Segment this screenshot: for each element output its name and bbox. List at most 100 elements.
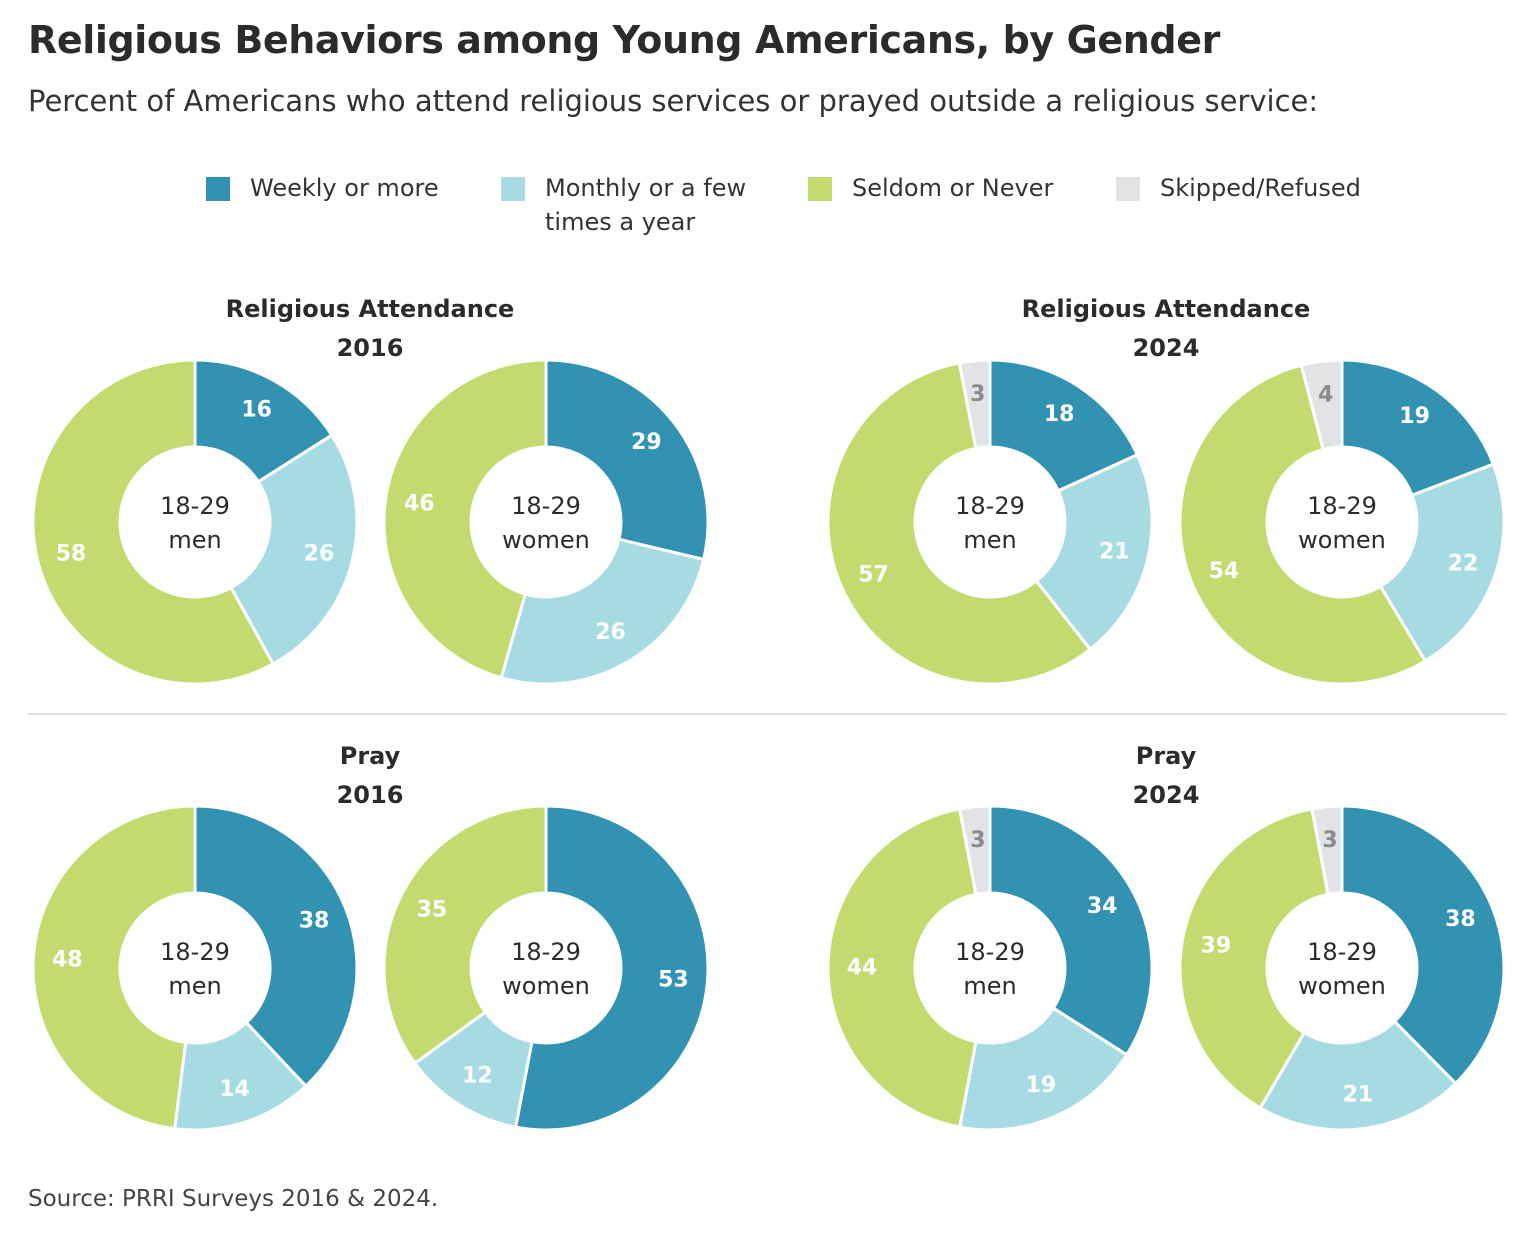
slice-value-label: 19 <box>1399 404 1430 429</box>
legend-item-skipped: Skipped/Refused <box>1116 174 1361 205</box>
slice-value-label: 3 <box>1322 828 1337 853</box>
slice-seldom-or-never <box>31 358 275 686</box>
donut-center-label: women <box>1298 972 1386 1000</box>
donut-center-label: women <box>502 972 590 1000</box>
legend-item-seldom: Seldom or Never <box>808 174 1053 205</box>
slice-skipped-refused <box>958 804 992 896</box>
donut-center-label: men <box>963 972 1016 1000</box>
slice-seldom-or-never <box>31 804 197 1131</box>
donut-center-label: 18-29 <box>511 492 581 520</box>
legend-swatch-monthly <box>501 177 525 201</box>
panel-title-pray-2016: Pray 2016 <box>140 737 600 815</box>
donut-center-label: women <box>1298 526 1386 554</box>
legend-item-monthly: Monthly or a few times a year <box>501 174 775 239</box>
legend-label-skipped: Skipped/Refused <box>1160 174 1361 202</box>
chart-title: Religious Behaviors among Young American… <box>28 18 1220 62</box>
legend-swatch-weekly <box>206 177 230 201</box>
slice-value-label: 19 <box>1026 1073 1057 1098</box>
slice-value-label: 21 <box>1099 540 1130 565</box>
slice-weekly-or-more <box>514 804 710 1132</box>
legend-swatch-skipped <box>1116 177 1140 201</box>
donut-pray-2024-men: 34 19 44 3 18-29 men <box>826 804 1154 1132</box>
panel-title-attendance-2024: Religious Attendance 2024 <box>936 290 1396 368</box>
slice-monthly-or-a-few-times-a-year <box>1379 462 1506 663</box>
slice-value-label: 57 <box>858 563 889 588</box>
slice-value-label: 16 <box>241 397 272 422</box>
slice-value-label: 38 <box>1445 907 1476 932</box>
slice-seldom-or-never <box>382 804 548 1065</box>
slice-value-label: 3 <box>970 382 985 407</box>
slice-monthly-or-a-few-times-a-year <box>1258 1019 1458 1132</box>
panel-title-line-2: 2016 <box>336 334 404 362</box>
slice-value-label: 48 <box>52 947 83 972</box>
panel-title-line-1: Religious Attendance <box>225 295 515 323</box>
slice-skipped-refused <box>957 358 992 450</box>
slice-value-label: 46 <box>404 492 435 517</box>
legend-label-monthly: Monthly or a few times a year <box>545 174 747 236</box>
panel-title-line-1: Pray <box>339 742 401 770</box>
slice-value-label: 3 <box>970 828 985 853</box>
panel-title-line-2: 2024 <box>1132 334 1200 362</box>
source-note: Source: PRRI Surveys 2016 & 2024. <box>28 1186 439 1212</box>
donut-center-label: 18-29 <box>160 938 230 966</box>
chart-subtitle: Percent of Americans who attend religiou… <box>28 84 1319 118</box>
donut-religious-attendance-2016-women: 29 26 46 18-29 women <box>382 358 710 686</box>
donut-center-label: men <box>168 972 221 1000</box>
panel-title-line-1: Religious Attendance <box>1021 295 1311 323</box>
slice-weekly-or-more <box>193 804 359 1088</box>
slice-value-label: 21 <box>1343 1083 1374 1108</box>
slice-value-label: 35 <box>417 897 448 922</box>
donut-center-label: women <box>502 526 590 554</box>
slice-value-label: 44 <box>847 956 878 981</box>
donut-pray-2016-women: 53 12 35 18-29 women <box>382 804 710 1132</box>
legend-label-weekly: Weekly or more <box>250 174 439 202</box>
slice-seldom-or-never <box>826 361 1092 686</box>
slice-monthly-or-a-few-times-a-year <box>499 537 706 686</box>
donut-pray-2016-men: 38 14 48 18-29 men <box>31 804 359 1132</box>
slice-value-label: 54 <box>1209 559 1240 584</box>
slice-monthly-or-a-few-times-a-year <box>229 433 359 666</box>
slice-monthly-or-a-few-times-a-year <box>1034 453 1154 651</box>
panel-title-line-2: 2024 <box>1132 781 1200 809</box>
slice-value-label: 14 <box>219 1077 250 1102</box>
panel-title-line-1: Pray <box>1135 742 1197 770</box>
donut-religious-attendance-2016-men: 16 26 58 18-29 men <box>31 358 359 686</box>
slice-value-label: 39 <box>1201 934 1232 959</box>
slice-skipped-refused <box>1299 358 1344 451</box>
slice-value-label: 12 <box>462 1064 493 1089</box>
slice-weekly-or-more <box>988 804 1154 1057</box>
slice-monthly-or-a-few-times-a-year <box>958 1006 1129 1132</box>
panel-title-attendance-2016: Religious Attendance 2016 <box>140 290 600 368</box>
slice-seldom-or-never <box>1178 807 1330 1110</box>
slice-value-label: 18 <box>1044 402 1075 427</box>
slice-weekly-or-more <box>544 358 710 561</box>
donut-center-label: 18-29 <box>1307 492 1377 520</box>
legend-label-seldom: Seldom or Never <box>852 174 1054 202</box>
slice-seldom-or-never <box>1178 363 1427 686</box>
slice-weekly-or-more <box>1340 358 1495 497</box>
donut-center-label: 18-29 <box>955 492 1025 520</box>
slice-weekly-or-more <box>1340 804 1506 1085</box>
slice-seldom-or-never <box>382 358 548 680</box>
slice-skipped-refused <box>1310 804 1344 896</box>
legend-swatch-seldom <box>808 177 832 201</box>
donut-center-label: 18-29 <box>160 492 230 520</box>
slice-value-label: 26 <box>304 541 335 566</box>
slice-weekly-or-more <box>193 358 334 484</box>
donut-pray-2024-women: 38 21 39 3 18-29 women <box>1178 804 1506 1132</box>
donut-center-label: 18-29 <box>1307 938 1377 966</box>
donut-center-label: 18-29 <box>955 938 1025 966</box>
panel-title-pray-2024: Pray 2024 <box>936 737 1396 815</box>
slice-value-label: 53 <box>658 968 689 993</box>
donut-religious-attendance-2024-women: 19 22 54 4 18-29 women <box>1178 358 1506 686</box>
slice-weekly-or-more <box>988 358 1139 493</box>
slice-value-label: 4 <box>1318 383 1333 408</box>
slice-value-label: 22 <box>1448 551 1479 576</box>
slice-value-label: 29 <box>631 430 662 455</box>
slice-value-label: 26 <box>595 620 626 645</box>
slice-seldom-or-never <box>826 807 978 1129</box>
slice-value-label: 34 <box>1087 894 1118 919</box>
section-divider <box>28 713 1506 715</box>
donut-center-label: men <box>168 526 221 554</box>
